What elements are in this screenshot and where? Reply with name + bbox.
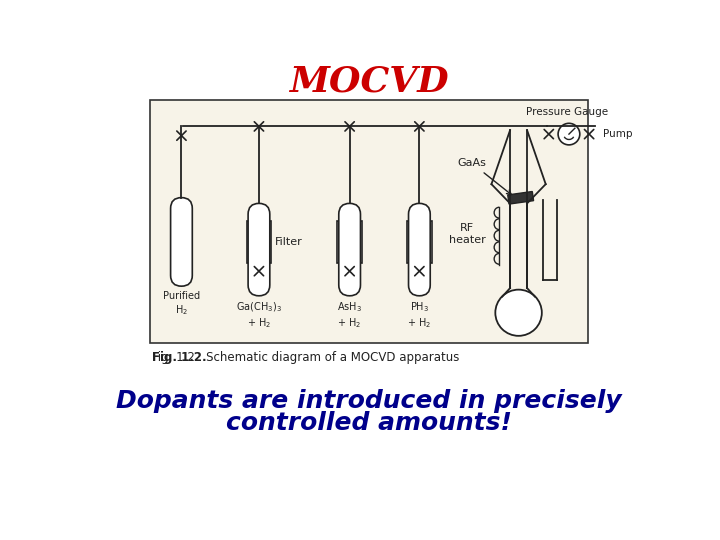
Text: Pressure Gauge: Pressure Gauge: [526, 107, 608, 117]
Text: AsH$_3$
+ H$_2$: AsH$_3$ + H$_2$: [337, 300, 362, 330]
Text: Fig. 1.2.  Schematic diagram of a MOCVD apparatus: Fig. 1.2. Schematic diagram of a MOCVD a…: [152, 351, 459, 364]
Text: GaAs: GaAs: [458, 158, 511, 194]
Text: Fig. 1.2.: Fig. 1.2.: [152, 351, 207, 364]
Text: Filter: Filter: [274, 237, 302, 247]
Circle shape: [495, 289, 542, 336]
Text: RF
heater: RF heater: [449, 224, 486, 245]
Text: MOCVD: MOCVD: [289, 65, 449, 99]
Text: Purified
H$_2$: Purified H$_2$: [163, 291, 200, 316]
Text: Ga(CH$_3$)$_3$
+ H$_2$: Ga(CH$_3$)$_3$ + H$_2$: [236, 300, 282, 330]
FancyBboxPatch shape: [171, 198, 192, 286]
Bar: [407, 221, 432, 264]
Text: Dopants are introduced in precisely: Dopants are introduced in precisely: [116, 388, 622, 413]
Text: controlled amounts!: controlled amounts!: [226, 411, 512, 435]
Circle shape: [558, 123, 580, 145]
Bar: [150, 100, 588, 343]
Text: Pump: Pump: [603, 129, 633, 139]
Bar: [508, 192, 534, 204]
Text: PH$_3$
+ H$_2$: PH$_3$ + H$_2$: [408, 300, 431, 330]
Bar: [246, 221, 271, 264]
FancyBboxPatch shape: [408, 204, 431, 296]
FancyBboxPatch shape: [339, 204, 361, 296]
Bar: [337, 221, 362, 264]
FancyBboxPatch shape: [248, 204, 270, 296]
